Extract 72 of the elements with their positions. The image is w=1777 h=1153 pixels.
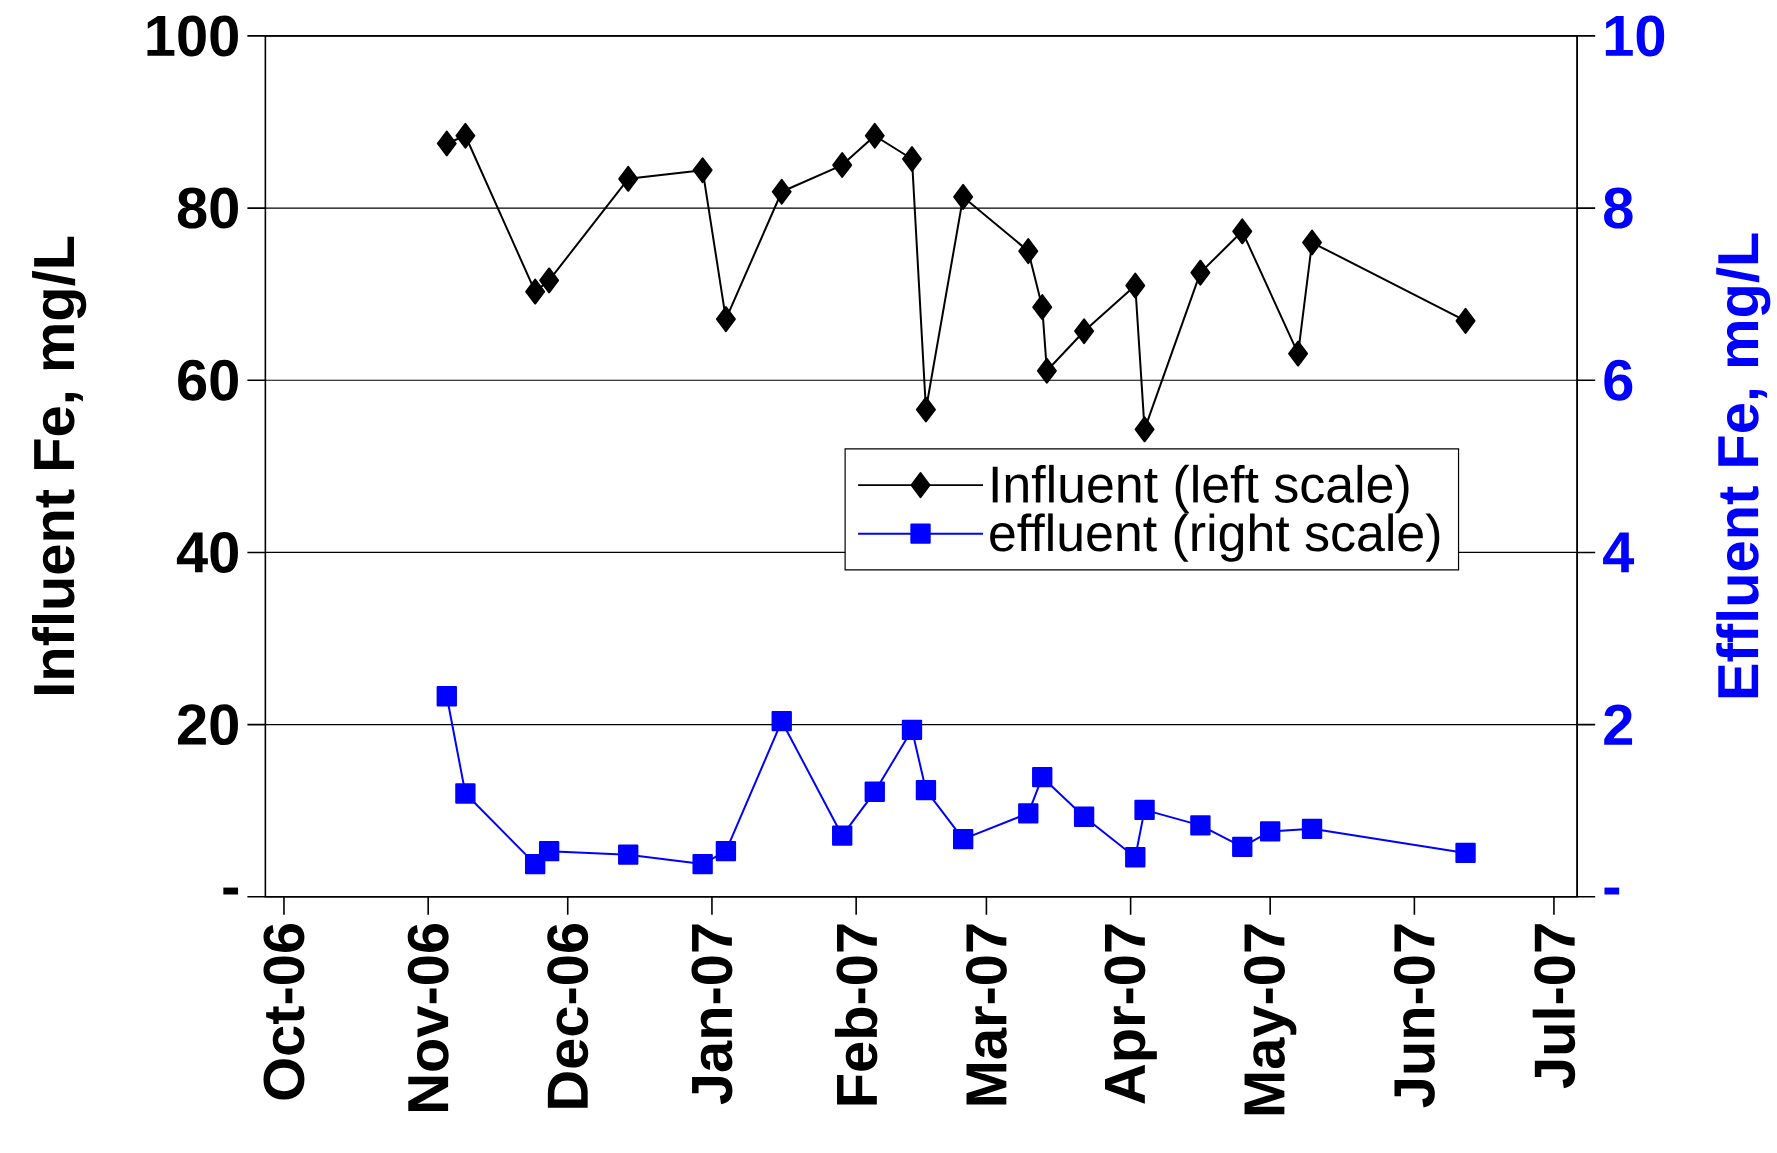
point (1134, 799, 1155, 820)
y-tick-label: 20 (178, 704, 238, 746)
point (715, 840, 737, 862)
point (1455, 307, 1476, 334)
point (1125, 846, 1146, 868)
y2-tick-label: - (1604, 887, 1620, 895)
point (1301, 818, 1323, 839)
y-tick-label: 100 (147, 15, 238, 57)
point (538, 840, 560, 862)
point (1036, 357, 1057, 384)
point (1073, 806, 1095, 827)
point (1302, 229, 1323, 256)
point (953, 183, 974, 210)
point (1455, 842, 1476, 863)
legend-label: Influent (left scale) (992, 464, 1409, 514)
point (864, 781, 885, 802)
point (902, 145, 922, 172)
point (832, 151, 853, 178)
point (771, 710, 792, 732)
legend-label: effluent (right scale) (990, 513, 1440, 562)
point (539, 267, 560, 294)
point (952, 828, 974, 850)
y2-axis-title: Effluent Fe, mg/L (1716, 233, 1771, 698)
y-tick-label: 80 (177, 187, 238, 229)
point (692, 853, 713, 875)
y2-tick-label: 4 (1603, 532, 1635, 573)
point (901, 719, 923, 740)
x-tick-label: Apr-07 (1104, 924, 1157, 1104)
x-tick-label: Nov-06 (407, 923, 449, 1111)
x-tick-label: Jun-07 (1393, 924, 1435, 1108)
point (455, 122, 476, 149)
y-tick-label: 40 (176, 531, 238, 573)
point (436, 685, 457, 707)
point (692, 157, 713, 184)
x-tick-label: Feb-07 (834, 924, 878, 1105)
point (771, 178, 792, 205)
x-tick-label: Jan-07 (691, 924, 733, 1105)
point (832, 825, 853, 846)
point (1260, 821, 1281, 842)
point (525, 278, 546, 305)
point (1134, 416, 1155, 443)
y2-tick-label: 2 (1604, 704, 1633, 745)
point (1190, 815, 1211, 836)
point (1232, 836, 1253, 857)
y-tick-label: 60 (178, 359, 238, 401)
point (1074, 318, 1095, 345)
point (1125, 272, 1146, 299)
point (864, 122, 885, 149)
y2-tick-label: 10 (1605, 15, 1665, 57)
point (618, 844, 639, 865)
point (1288, 340, 1309, 367)
point (915, 396, 936, 423)
y-tick-label: - (223, 887, 239, 895)
point (618, 165, 639, 192)
point (1032, 766, 1053, 788)
y2-tick-label: 6 (1604, 359, 1633, 401)
point (915, 779, 937, 801)
y2-tick-label: 8 (1604, 187, 1633, 229)
point (715, 306, 736, 333)
point (1018, 238, 1039, 265)
x-tick-label: Mar-07 (965, 924, 1007, 1105)
x-tick-label: Jul-07 (1532, 924, 1576, 1089)
point (455, 783, 476, 804)
point (1018, 803, 1039, 824)
x-tick-label: Dec-06 (547, 923, 589, 1108)
x-tick-label: Oct-06 (263, 923, 305, 1100)
y-axis-title: Influent Fe, mg/L (32, 236, 87, 694)
x-tick-label: May-07 (1243, 924, 1297, 1115)
point (1232, 218, 1253, 245)
point (1190, 259, 1211, 286)
point (1032, 294, 1053, 320)
point (436, 130, 457, 157)
